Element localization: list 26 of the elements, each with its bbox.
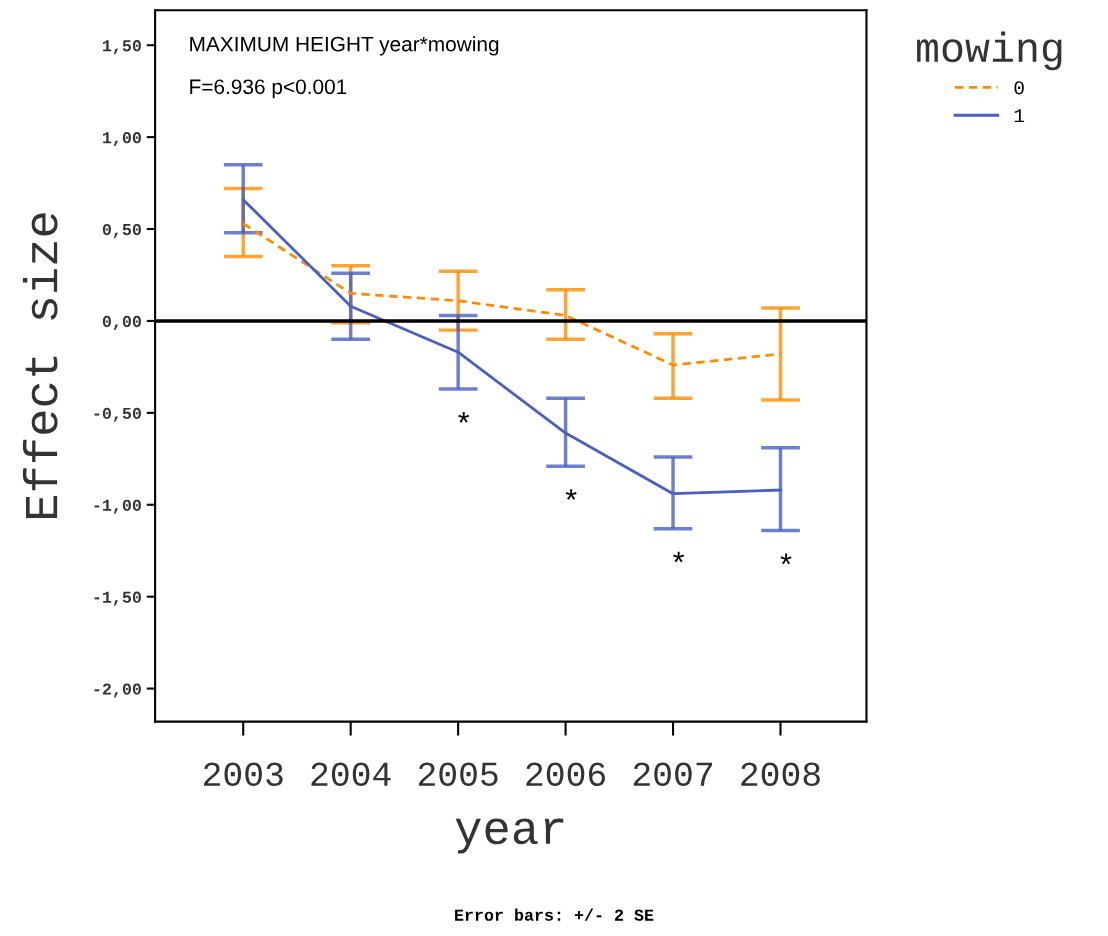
x-tick-label: 2005 bbox=[418, 762, 498, 787]
x-tick-label: 2007 bbox=[633, 762, 712, 787]
y-tick-label: -2,00 bbox=[94, 683, 141, 698]
annotation: * bbox=[673, 551, 685, 563]
y-tick-label: -0,50 bbox=[94, 407, 141, 422]
annotation: MAXIMUM HEIGHT year*mowing bbox=[190, 36, 499, 56]
y-tick-label: 0,00 bbox=[102, 315, 141, 330]
x-tick-label: 2008 bbox=[741, 762, 820, 787]
annotation: * bbox=[458, 411, 470, 423]
annotation: F=6.936 p<0.001 bbox=[190, 79, 347, 99]
x-axis-title: year bbox=[455, 818, 564, 854]
x-tick-label: 2006 bbox=[526, 762, 605, 787]
annotation: * bbox=[565, 489, 577, 500]
y-tick-label: -1,50 bbox=[94, 591, 141, 606]
y-tick-label: 0,50 bbox=[102, 223, 141, 239]
x-tick-label: 2003 bbox=[204, 762, 283, 787]
legend-label: 0 bbox=[1014, 81, 1024, 95]
x-tick-label: 2004 bbox=[311, 762, 391, 787]
y-axis-title: Effect size bbox=[22, 213, 58, 519]
y-tick-label: 1,50 bbox=[103, 40, 141, 55]
text: Error bars: +/- 2 SE bbox=[455, 908, 654, 921]
legend-title: mowing bbox=[916, 31, 1062, 71]
y-tick-label: 1,00 bbox=[103, 132, 141, 147]
annotation: * bbox=[780, 553, 792, 565]
legend-label: 1 bbox=[1014, 109, 1025, 123]
y-tick-label: -1,00 bbox=[94, 499, 141, 514]
